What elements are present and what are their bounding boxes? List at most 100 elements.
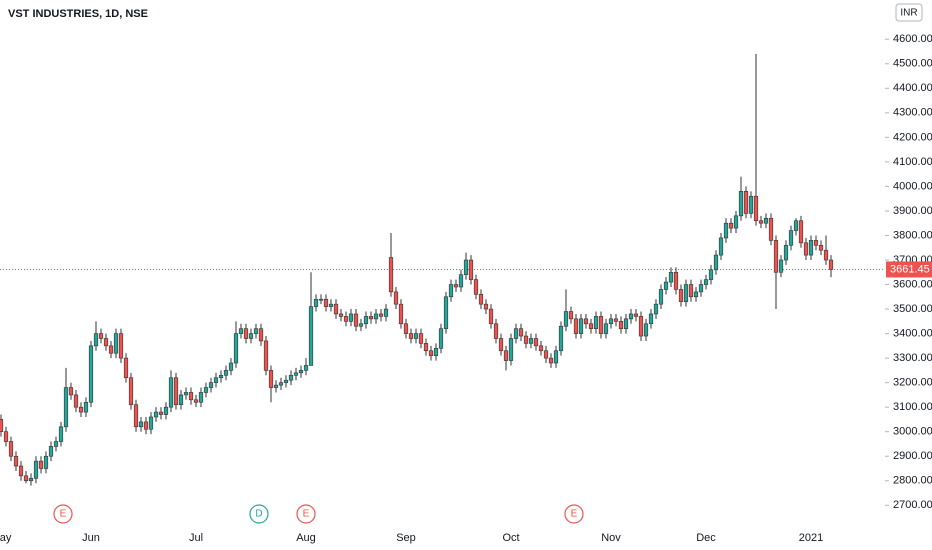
candle-body [448,284,454,298]
event-marker [249,504,269,524]
candle-body [828,259,834,270]
candle-body [203,387,209,393]
candle-body [728,222,734,229]
candle-body [538,345,544,352]
x-tick-label: Aug [296,532,316,544]
last-price-tag [886,261,932,278]
candle-body [43,455,49,469]
candle-body [128,377,134,406]
y-tick-label: 3500.00 [893,303,932,315]
candle-body [258,328,264,342]
candle-body [673,271,679,290]
candle-body [488,308,494,325]
y-tick-label: 2800.00 [893,475,932,487]
currency-badge [895,3,923,22]
candle-body [113,333,119,354]
candle-body [138,421,144,428]
candle-body [743,191,749,214]
candle-body [788,230,794,246]
candle-body [818,244,824,251]
candle-body [443,296,449,329]
candle-body [533,338,539,347]
candle-body [793,220,799,231]
candle-body [658,289,664,305]
candle-body [803,242,809,256]
candle-body [693,291,699,298]
event-marker [296,504,316,524]
candle-body [283,379,289,383]
candle-body [468,259,474,280]
candle-body [708,269,714,280]
candle-body [643,323,649,337]
candle-body [338,313,344,317]
candle-body [3,431,9,442]
candle-body [723,222,729,239]
candle-body [493,323,499,339]
candle-body [323,298,329,307]
candle-body [603,323,609,334]
candle-body [73,394,79,408]
candle-body [13,455,19,467]
candle-body [243,328,249,339]
candle-body [518,328,524,337]
candle-body [298,370,304,374]
candle-body [528,338,534,344]
candle-body [143,421,149,430]
candle-body [633,313,639,317]
candle-body [48,446,54,457]
candle-body [293,372,299,376]
candle-body [233,333,239,364]
candle-body [198,392,204,403]
candle-body [218,374,224,379]
candle-body [718,237,724,256]
candle-body [768,218,774,241]
candle-body [163,406,169,415]
x-tick-label: Dec [696,532,716,544]
candle-body [653,303,659,315]
y-tick-label: 4100.00 [893,156,932,168]
candle-body [703,279,709,285]
candle-body [568,311,574,320]
candle-body [213,377,219,383]
y-tick-label: 4000.00 [893,180,932,192]
candle-body [148,416,154,430]
candle-body [193,399,199,403]
candle-body [733,215,739,229]
candle-body [413,333,419,339]
candle-body [93,333,99,347]
candle-body [108,345,114,354]
candle-body [123,357,129,379]
candle-body [178,394,184,406]
candle-body [23,475,29,482]
candle-body [808,240,814,256]
candle-body [758,220,764,224]
candle-body [103,338,109,347]
event-label: E [303,509,310,520]
x-tick-label: Oct [502,532,519,544]
event-marker [564,504,584,524]
y-tick-label: 3900.00 [893,205,932,217]
candle-body [58,426,64,442]
y-tick-label: 4600.00 [893,33,932,45]
candle-body [303,365,309,371]
candle-body [648,313,654,325]
candle-body [28,478,34,482]
y-tick-label: 2900.00 [893,450,932,462]
x-tick-label: Jun [82,532,100,544]
event-label: E [60,509,67,520]
candle-body [158,411,164,415]
candle-body [563,311,569,327]
candle-body [688,284,694,298]
candle-body [348,313,354,322]
candle-body [333,303,339,315]
y-tick-label: 3100.00 [893,401,932,413]
candle-body [523,335,529,344]
candle-body [823,249,829,261]
candle-body [763,218,769,224]
candle-body [328,303,334,307]
candle-body [598,316,604,334]
candle-body [403,323,409,334]
candle-body [223,370,229,376]
candle-body [318,298,324,301]
